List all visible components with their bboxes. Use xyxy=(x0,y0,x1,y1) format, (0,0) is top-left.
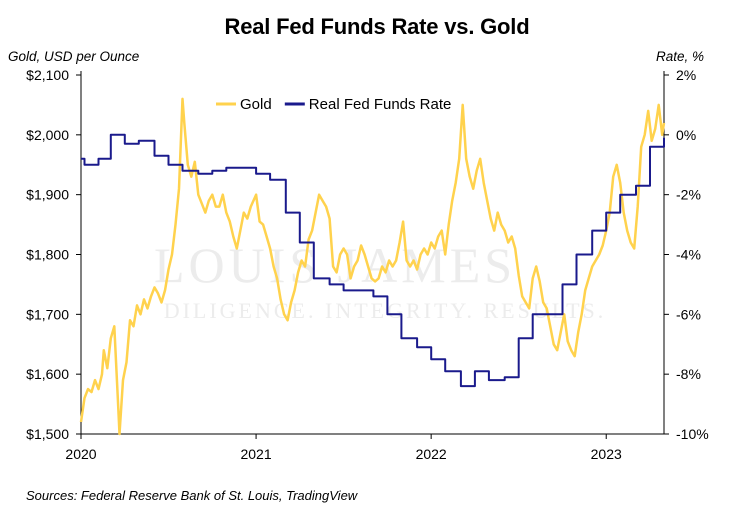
series-line-real-fed-funds-rate xyxy=(81,133,665,388)
y-axis-right-label: Rate, % xyxy=(655,49,704,64)
y-axis-left-label: Gold, USD per Ounce xyxy=(8,49,140,64)
axes: $1,500 $1,600 $1,700 $1,800 $1,900 $2,000 $2,1… xyxy=(26,67,709,462)
x-tick-label: 2022 xyxy=(416,446,447,462)
legend-label-real-fed-funds-rate: Real Fed Funds Rate xyxy=(309,96,452,113)
y-right-tick-label: -8% xyxy=(676,366,701,382)
y-right-tick-label: -6% xyxy=(676,306,701,322)
y-left-tick-label: $1,700 xyxy=(26,306,69,322)
y-right-tick-label: 0% xyxy=(676,127,696,143)
source-note: Sources: Federal Reserve Bank of St. Lou… xyxy=(26,488,358,503)
y-right-tick-label: -2% xyxy=(676,187,701,203)
series-line-gold xyxy=(79,97,666,436)
y-left-tick-label: $1,800 xyxy=(26,247,69,263)
chart-title: Real Fed Funds Rate vs. Gold xyxy=(224,14,530,39)
legend: Gold Real Fed Funds Rate xyxy=(216,96,451,113)
y-right-tick-label: -10% xyxy=(676,426,709,442)
legend-label-gold: Gold xyxy=(240,96,272,113)
y-left-tick-label: $2,000 xyxy=(26,127,69,143)
series-layer xyxy=(79,97,666,436)
y-left-tick-label: $1,500 xyxy=(26,426,69,442)
y-left-tick-label: $1,900 xyxy=(26,187,69,203)
watermark-motto: DILIGENCE. INTEGRITY. RESULTS. xyxy=(164,298,607,323)
x-tick-label: 2021 xyxy=(240,446,271,462)
x-tick-label: 2020 xyxy=(65,446,96,462)
y-right-tick-label: 2% xyxy=(676,67,696,83)
y-left-tick-label: $1,600 xyxy=(26,366,69,382)
x-tick-label: 2023 xyxy=(591,446,622,462)
y-left-tick-label: $2,100 xyxy=(26,67,69,83)
y-right-tick-label: -4% xyxy=(676,247,701,263)
